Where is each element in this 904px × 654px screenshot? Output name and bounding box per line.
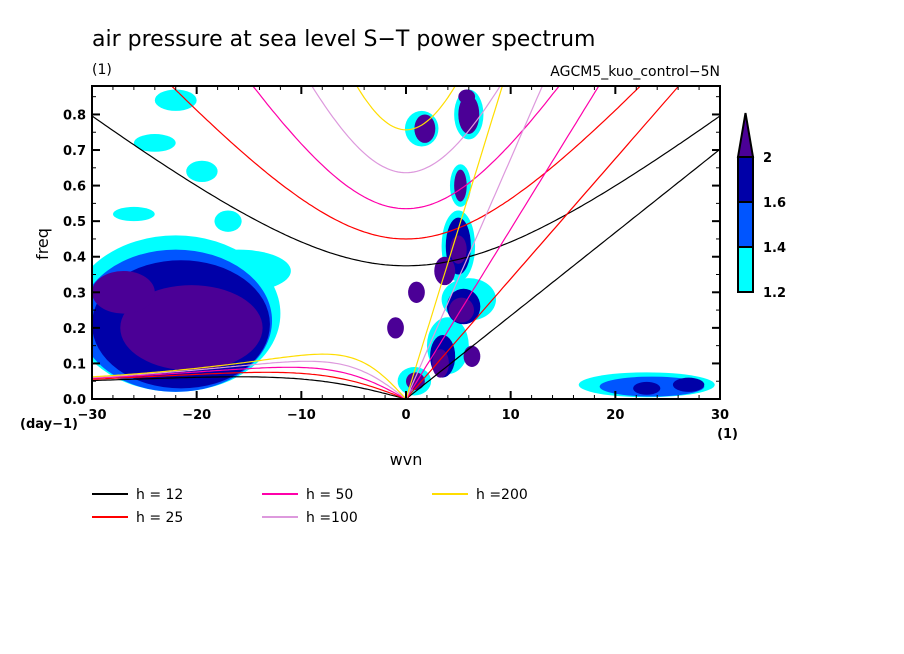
inertia-gravity-curve-h200 (356, 86, 456, 131)
y-tick-label: 0.7 (63, 144, 86, 159)
chart-title: air pressure at sea level S−T power spec… (92, 27, 595, 52)
contour-fill-layer (92, 89, 715, 398)
contour-region (186, 160, 218, 183)
y-axis-label: freq (33, 228, 52, 260)
contour-region (154, 89, 197, 111)
x-tick-label: −30 (78, 408, 107, 423)
inertia-gravity-curve-h50 (252, 86, 560, 210)
x-tick-label: −10 (287, 408, 316, 423)
x-tick-label: 0 (401, 408, 410, 423)
y-tick-label: 0.8 (63, 108, 86, 123)
y-tick-label: 0.0 (63, 393, 86, 408)
y-tick-label: 0.3 (63, 286, 86, 301)
colorbar-label: 1.4 (763, 241, 786, 256)
inertia-gravity-curve-h25 (170, 86, 642, 240)
y-tick-label: 0.4 (63, 251, 86, 266)
x-unit-label: (1) (717, 427, 738, 442)
legend-label: h =100 (306, 510, 358, 526)
rossby-curve-h25 (92, 371, 407, 399)
kelvin-curve-h100 (405, 86, 544, 399)
colorbar-extend-triangle (736, 112, 755, 158)
contour-region (133, 134, 176, 152)
contour-region (432, 349, 449, 378)
legend-label: h =200 (476, 487, 528, 503)
contour-region (672, 377, 705, 392)
contour-region (414, 114, 436, 143)
dispersion-curves-layer (92, 86, 720, 399)
contour-region (463, 345, 481, 367)
contour-region (458, 89, 476, 104)
colorbar-label: 2 (763, 151, 772, 166)
rossby-curve-h100 (92, 360, 407, 399)
contour-region (112, 206, 155, 222)
colorbar-label: 1.2 (763, 286, 786, 301)
kelvin-curve-h12 (405, 148, 720, 399)
y-tick-label: 0.5 (63, 215, 86, 230)
contour-region (120, 285, 263, 371)
x-tick-label: 20 (606, 408, 624, 423)
x-tick-label: −20 (182, 408, 211, 423)
rossby-curve-h200 (92, 353, 407, 399)
x-tick-label: 30 (711, 408, 729, 423)
contour-region (408, 281, 425, 303)
legend-label: h = 12 (136, 487, 183, 503)
colorbar-segment (737, 156, 754, 203)
legend-label: h = 25 (136, 510, 183, 526)
x-tick-label: 10 (502, 408, 520, 423)
contour-region (214, 210, 242, 232)
legend: h = 12 h = 25 h = 50 h =100 h =200 (92, 487, 528, 526)
inertia-gravity-curve-h100 (311, 86, 501, 174)
contour-region (92, 270, 155, 314)
contour-region (454, 169, 467, 202)
contour-region (633, 381, 661, 395)
y-unit-label: (day−1) (20, 417, 78, 432)
colorbar-segment (737, 246, 754, 293)
x-axis-label: wvn (390, 450, 423, 469)
rossby-curve-h50 (92, 366, 407, 399)
kelvin-curve-h50 (405, 86, 600, 399)
y-tick-label: 0.2 (63, 322, 86, 337)
axis-ticks: −30 −20 −10 0 10 20 30 0.0 0.1 0.2 0.3 0.4 0.5 0.6 0.7… (63, 86, 729, 423)
colorbar: 2 1.6 1.4 1.2 (736, 112, 786, 301)
units-label: (1) (92, 62, 112, 78)
contour-region (448, 297, 475, 323)
legend-label: h = 50 (306, 487, 353, 503)
rossby-curve-h12 (92, 376, 407, 399)
kelvin-curve-h25 (405, 86, 680, 399)
colorbar-label: 1.6 (763, 196, 786, 211)
y-tick-label: 0.1 (63, 357, 86, 372)
colorbar-segment (737, 201, 754, 248)
run-label: AGCM5_kuo_control−5N (550, 64, 720, 80)
y-tick-label: 0.6 (63, 180, 86, 195)
contour-region (434, 256, 456, 286)
contour-region (387, 317, 404, 339)
inertia-gravity-curve-h12 (92, 115, 720, 267)
kelvin-curve-h200 (405, 86, 503, 399)
